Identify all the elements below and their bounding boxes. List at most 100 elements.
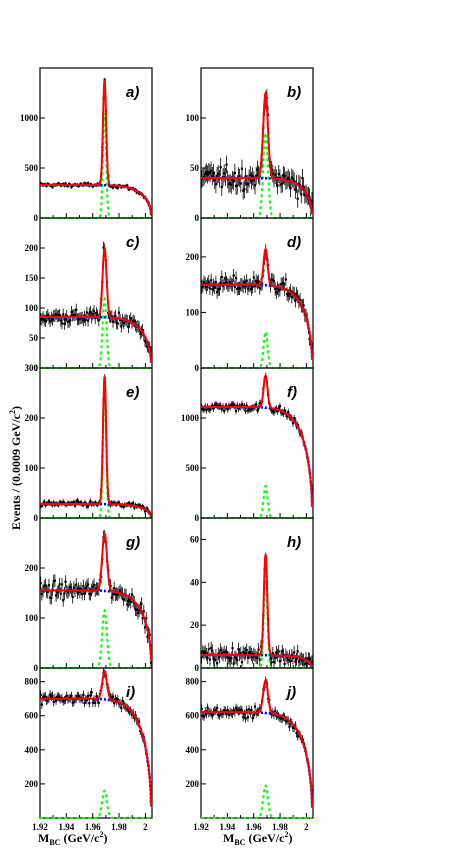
data-point [57, 182, 60, 185]
data-point [214, 403, 217, 406]
data-point [89, 694, 92, 697]
data-point [281, 717, 284, 720]
data-point [230, 403, 233, 406]
panel-label: c) [126, 234, 139, 251]
data-point [207, 280, 210, 283]
data-point [234, 184, 238, 188]
data-point [59, 592, 62, 595]
data-point [46, 314, 49, 317]
data-point [50, 596, 53, 600]
data-point [215, 174, 219, 178]
data-point [52, 501, 55, 504]
data-point [278, 177, 282, 180]
data-point [137, 720, 141, 723]
data-point [293, 417, 296, 420]
data-point [46, 698, 49, 702]
data-point [110, 697, 113, 700]
data-point [233, 655, 236, 659]
data-point [226, 656, 229, 659]
data-point [243, 713, 246, 716]
y-tick-label: 100 [25, 613, 39, 623]
data-point [89, 593, 92, 596]
data-point [121, 699, 124, 702]
data-point [277, 289, 280, 292]
data-point [246, 182, 250, 186]
x-tick-label: 2 [143, 822, 148, 832]
data-point [120, 325, 123, 328]
data-point [94, 701, 97, 704]
data-point [128, 502, 131, 505]
data-points [200, 676, 314, 807]
data-point [229, 659, 232, 662]
data-point [217, 713, 220, 717]
data-point [97, 701, 100, 704]
data-point [44, 319, 47, 323]
data-point [88, 702, 91, 705]
data-points [200, 89, 314, 217]
panel-frame [39, 667, 153, 819]
data-point [78, 317, 81, 320]
data-point [134, 714, 137, 717]
data-point [298, 658, 302, 661]
data-point [213, 404, 216, 407]
data-point [114, 697, 117, 700]
data-point [242, 716, 245, 719]
data-point [82, 693, 85, 696]
data-point [64, 182, 67, 185]
data-point [113, 587, 116, 590]
data-point [225, 163, 228, 166]
data-point [253, 705, 257, 708]
data-point [285, 292, 289, 296]
data-point [295, 731, 298, 735]
data-point [218, 714, 221, 717]
data-point [54, 594, 58, 597]
data-point [261, 282, 264, 285]
data-point [239, 652, 242, 655]
data-point [202, 715, 206, 718]
data-point [114, 593, 117, 596]
data-point [141, 505, 144, 508]
data-point [127, 188, 130, 191]
data-point [57, 590, 60, 593]
data-points [39, 668, 153, 806]
data-point [71, 701, 74, 704]
data-point [77, 695, 80, 698]
data-point [146, 345, 149, 348]
data-point [249, 173, 252, 176]
data-point [63, 322, 66, 325]
data-point [225, 712, 228, 715]
data-point [270, 278, 273, 281]
data-point [201, 650, 204, 653]
data-point [246, 287, 250, 290]
data-point [45, 699, 48, 702]
y-tick-label: 800 [25, 677, 39, 687]
data-point [40, 592, 43, 595]
data-point [57, 503, 60, 507]
data-point [221, 284, 225, 287]
data-point [281, 282, 284, 286]
data-point [139, 504, 142, 508]
panel-j: 200 400 600 800 1.92 1.94 1.96 1.98 2 j) [186, 667, 314, 832]
data-point [236, 404, 239, 407]
data-point [85, 311, 89, 314]
data-point [296, 295, 299, 298]
data-point [43, 585, 46, 588]
data-point [239, 708, 242, 711]
data-point [202, 281, 206, 284]
data-point [217, 288, 220, 291]
data-point [81, 592, 84, 596]
data-point [69, 586, 72, 589]
data-point [62, 500, 65, 503]
data-point [210, 712, 213, 715]
data-point [46, 590, 49, 594]
data-point [280, 717, 283, 720]
data-point [65, 694, 68, 697]
data-point [75, 500, 78, 503]
data-point [82, 584, 85, 588]
data-point [215, 404, 219, 407]
data-point [308, 658, 311, 661]
data-point [281, 182, 284, 185]
data-point [136, 611, 140, 615]
data-point [69, 319, 72, 322]
data-point [274, 709, 277, 712]
